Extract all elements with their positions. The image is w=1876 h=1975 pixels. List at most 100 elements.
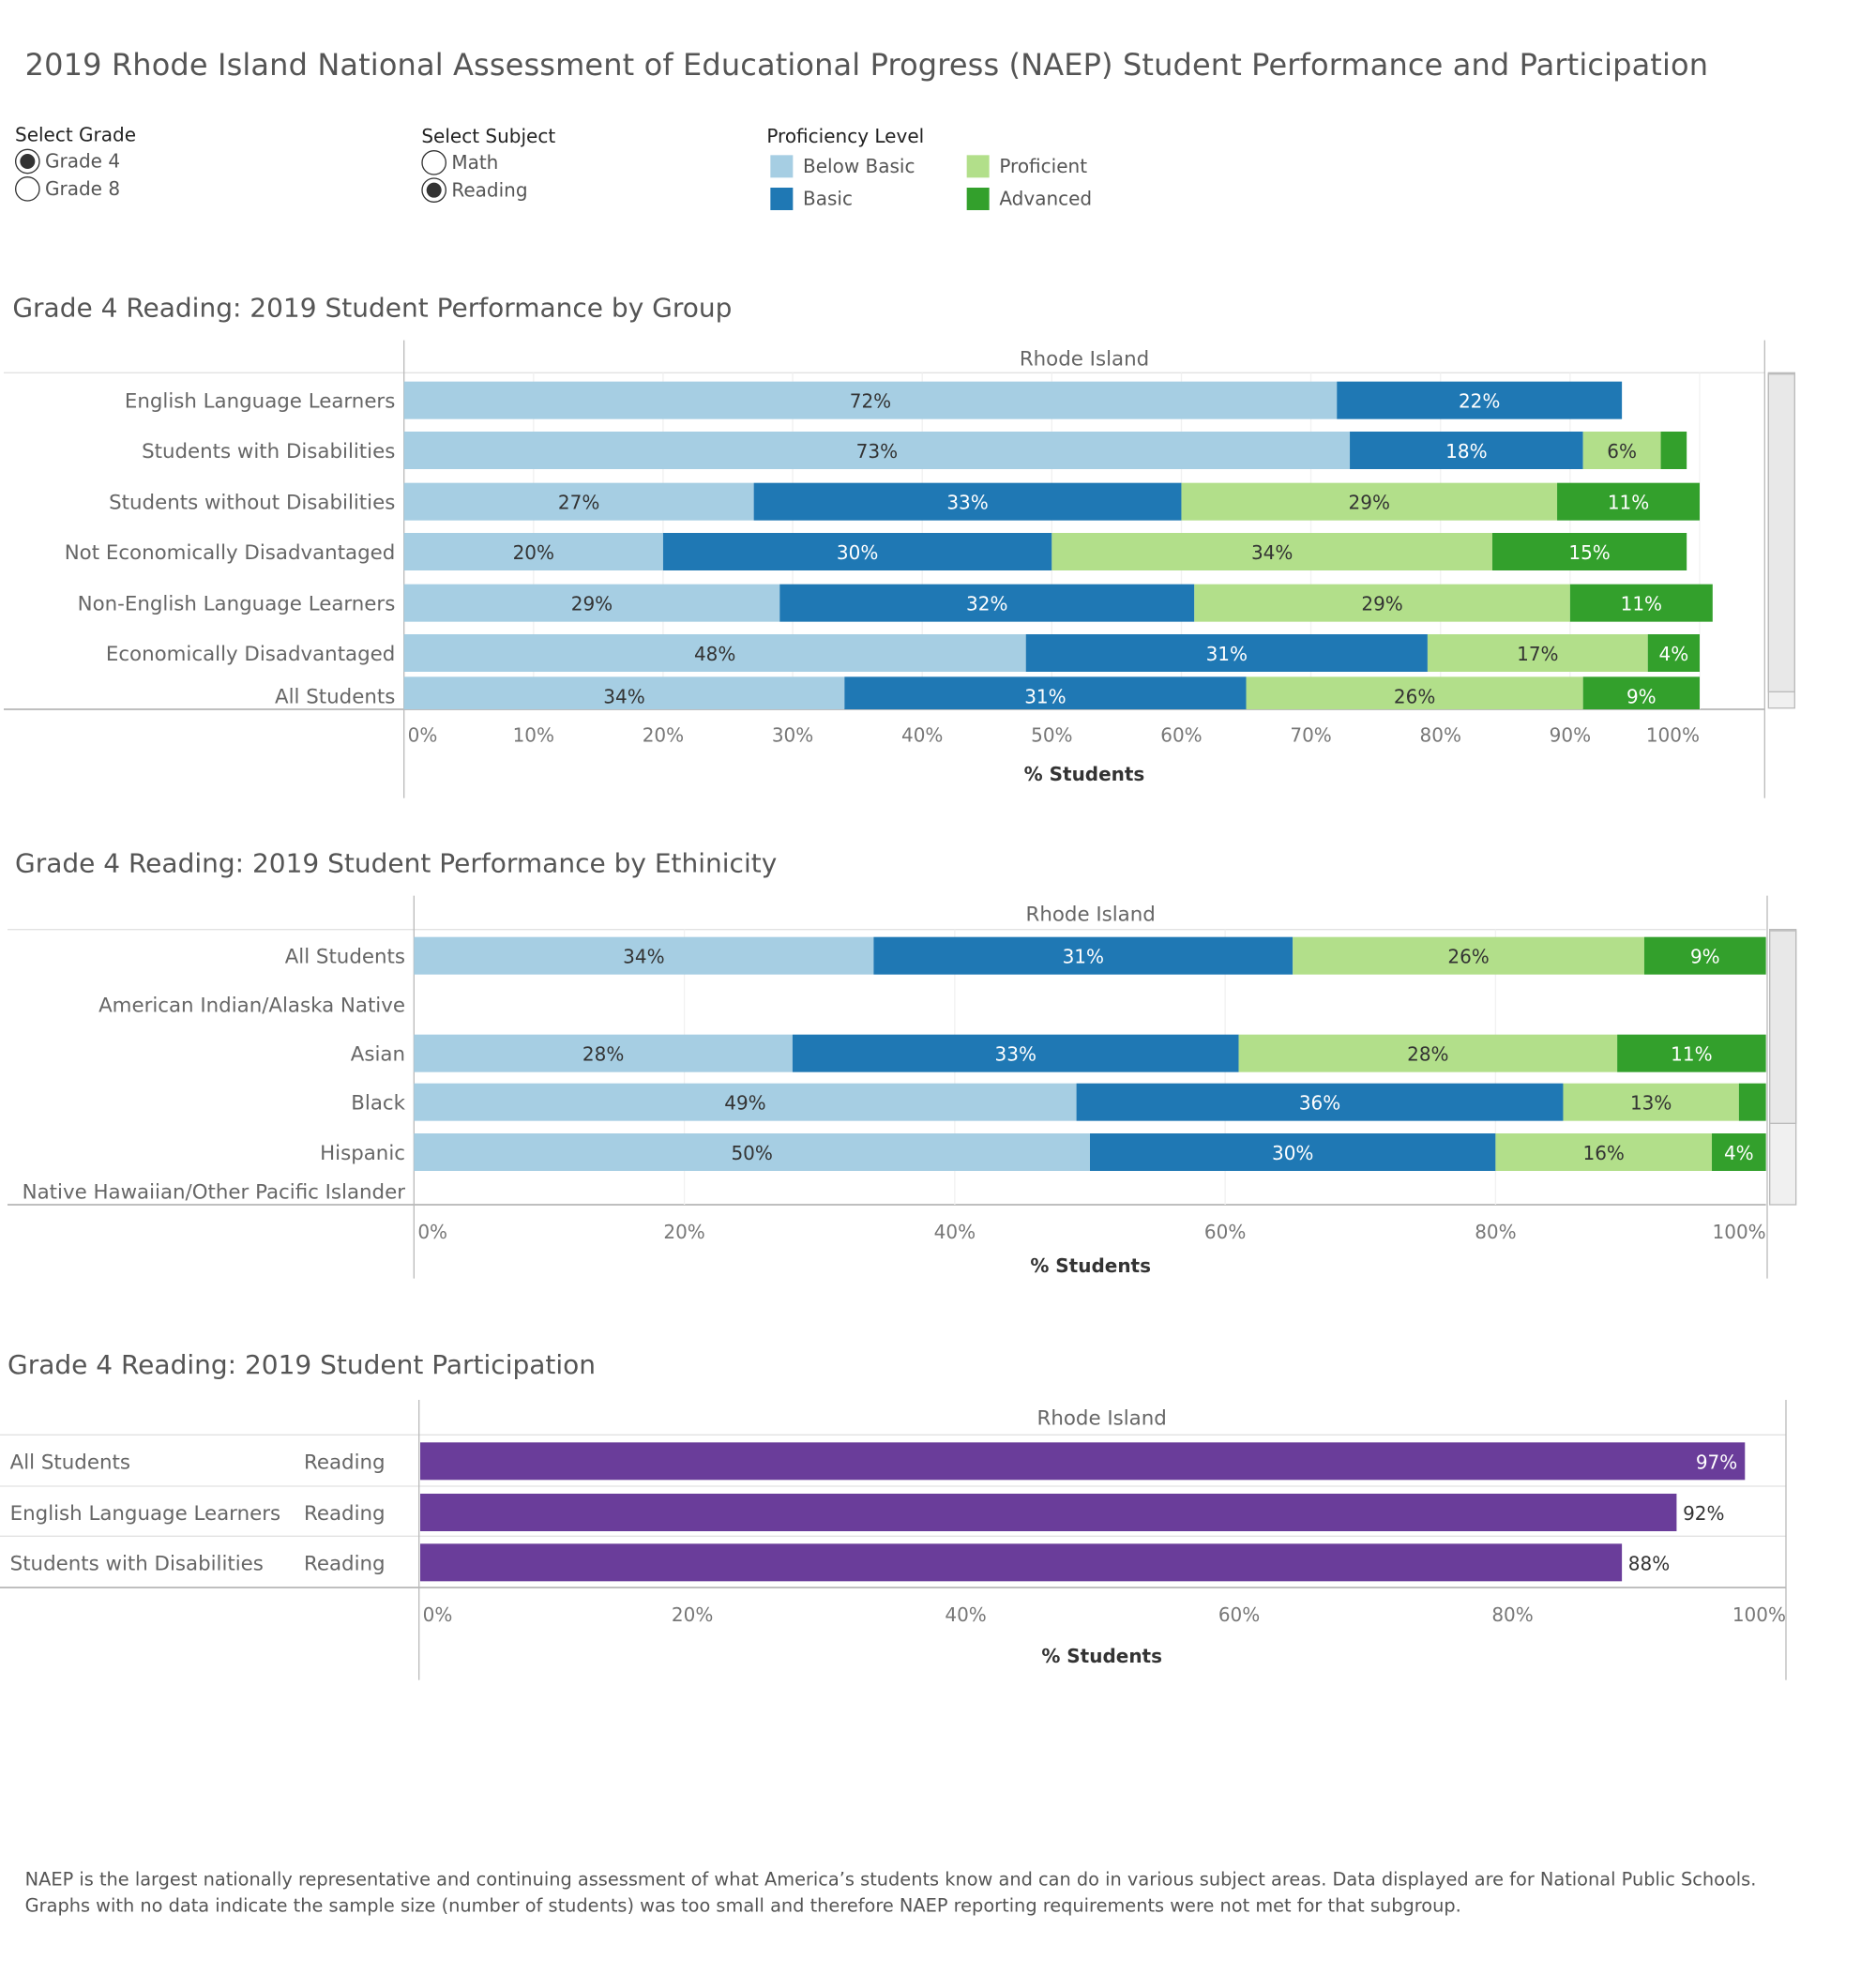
legend-swatch bbox=[966, 155, 990, 178]
data-label: 4% bbox=[1724, 1142, 1754, 1164]
x-tick-label: 10% bbox=[513, 724, 554, 747]
data-label: 26% bbox=[1447, 946, 1489, 968]
data-label: 33% bbox=[946, 492, 988, 514]
x-tick-label: 40% bbox=[901, 724, 943, 747]
bar-segment bbox=[403, 381, 1338, 419]
bar-segment bbox=[1076, 1083, 1564, 1121]
bar-segment bbox=[1238, 1034, 1618, 1072]
footnote: NAEP is the largest nationally represent… bbox=[25, 1868, 1852, 1921]
subject-option-math[interactable]: Math bbox=[421, 149, 555, 176]
bar-segment bbox=[662, 532, 1052, 570]
row-label: Economically Disadvantaged bbox=[106, 643, 395, 666]
row-label: Not Economically Disadvantaged bbox=[65, 541, 396, 565]
data-label: 36% bbox=[1299, 1092, 1340, 1115]
grade-option-label: Grade 4 bbox=[44, 149, 121, 173]
x-tick-label: 0% bbox=[417, 1221, 447, 1243]
bar-segment bbox=[403, 482, 754, 521]
participation-bar bbox=[419, 1493, 1677, 1531]
row-label: English Language Learners bbox=[10, 1502, 280, 1526]
subject-selector: Select Subject Math Reading bbox=[421, 125, 555, 204]
x-tick-label: 80% bbox=[1420, 724, 1461, 747]
bar-segment bbox=[403, 584, 780, 622]
subject-option-label: Math bbox=[451, 151, 499, 175]
row-label: Students with Disabilities bbox=[10, 1552, 264, 1575]
legend-label: Basic bbox=[802, 187, 853, 210]
data-label: 34% bbox=[623, 946, 664, 968]
bar-segment bbox=[1051, 532, 1492, 570]
ethnicity-performance-chart: All Students American Indian/Alaska Nativ… bbox=[7, 895, 1797, 1279]
x-tick-label: 40% bbox=[945, 1603, 986, 1626]
x-axis-title: % Students bbox=[1041, 1645, 1162, 1667]
x-axis-title: % Students bbox=[1024, 763, 1145, 785]
section-title-ethnicity: Grade 4 Reading: 2019 Student Performanc… bbox=[14, 847, 778, 878]
legend-title: Proficiency Level bbox=[766, 125, 925, 148]
participation-bar bbox=[419, 1543, 1623, 1582]
section-title-participation: Grade 4 Reading: 2019 Student Participat… bbox=[7, 1349, 597, 1380]
data-label: 26% bbox=[1394, 685, 1435, 707]
bar-segment bbox=[1647, 633, 1700, 672]
chart-header: Rhode Island bbox=[1037, 1407, 1167, 1431]
data-label: 31% bbox=[1024, 685, 1066, 707]
grade-selector: Select Grade Grade 4 Grade 8 bbox=[14, 123, 137, 203]
legend-item-advanced[interactable]: Advanced bbox=[966, 185, 1093, 212]
data-label: 11% bbox=[1621, 593, 1662, 615]
legend-item-proficient[interactable]: Proficient bbox=[966, 153, 1087, 180]
radio-selected-icon[interactable] bbox=[14, 148, 40, 175]
grade-option-4[interactable]: Grade 4 bbox=[14, 147, 136, 175]
data-label: 11% bbox=[1671, 1043, 1712, 1066]
data-label: 13% bbox=[1630, 1092, 1672, 1115]
legend-item-basic[interactable]: Basic bbox=[770, 185, 853, 212]
x-tick-label: 20% bbox=[663, 1221, 704, 1243]
bar-segment bbox=[1643, 936, 1766, 975]
bar-segment bbox=[844, 676, 1247, 709]
x-tick-label: 100% bbox=[1713, 1221, 1766, 1243]
scrollbar-thumb[interactable] bbox=[1767, 372, 1795, 692]
radio-unselected-icon[interactable] bbox=[14, 175, 40, 202]
legend-swatch bbox=[770, 155, 794, 178]
row-label: Non-English Language Learners bbox=[78, 593, 396, 616]
bar-segment bbox=[1491, 532, 1687, 570]
radio-selected-icon[interactable] bbox=[421, 177, 446, 203]
row-label: Black bbox=[351, 1092, 405, 1116]
bar-segment bbox=[1563, 1083, 1739, 1121]
x-tick-label: 30% bbox=[772, 724, 813, 747]
data-label: 34% bbox=[1251, 541, 1293, 564]
bar-segment bbox=[1582, 676, 1700, 709]
row-label: All Students bbox=[275, 685, 395, 708]
data-label: 9% bbox=[1690, 946, 1720, 968]
radio-unselected-icon[interactable] bbox=[421, 149, 446, 175]
bar-segment bbox=[1569, 584, 1713, 622]
data-label: 20% bbox=[513, 541, 554, 564]
grade-option-8[interactable]: Grade 8 bbox=[14, 175, 136, 203]
data-label: 31% bbox=[1063, 946, 1104, 968]
bar-segment bbox=[1350, 431, 1583, 469]
x-tick-label: 0% bbox=[408, 724, 438, 747]
group-performance-chart: English Language Learners Students with D… bbox=[3, 340, 1795, 798]
section-title-group: Grade 4 Reading: 2019 Student Performanc… bbox=[12, 292, 733, 323]
x-tick-label: 50% bbox=[1031, 724, 1072, 747]
data-label: 73% bbox=[856, 440, 898, 463]
legend: Proficiency Level bbox=[766, 125, 924, 147]
subject-option-reading[interactable]: Reading bbox=[421, 176, 555, 204]
bar-segment bbox=[1660, 431, 1687, 469]
row-label: English Language Learners bbox=[125, 390, 395, 414]
participation-chart: All Students Reading English Language Lear… bbox=[0, 1399, 1787, 1680]
bar-segment bbox=[1246, 676, 1583, 709]
data-label: 31% bbox=[1206, 643, 1248, 665]
grade-selector-label: Select Grade bbox=[14, 123, 137, 146]
bar-segment bbox=[873, 936, 1294, 975]
footnote-line: Graphs with no data indicate the sample … bbox=[24, 1896, 1461, 1917]
row-label: American Indian/Alaska Native bbox=[98, 995, 405, 1018]
x-tick-label: 60% bbox=[1160, 724, 1202, 747]
data-label: 49% bbox=[724, 1092, 765, 1115]
legend-item-below-basic[interactable]: Below Basic bbox=[770, 153, 915, 180]
bar-segment bbox=[403, 633, 1026, 672]
bar-segment bbox=[1582, 431, 1661, 469]
scrollbar-thumb[interactable] bbox=[1768, 930, 1797, 1124]
legend-label: Advanced bbox=[999, 187, 1093, 210]
data-label: 97% bbox=[1696, 1451, 1737, 1473]
x-tick-label: 40% bbox=[934, 1221, 976, 1243]
data-label: 29% bbox=[571, 593, 613, 615]
data-label: 30% bbox=[1272, 1142, 1313, 1164]
